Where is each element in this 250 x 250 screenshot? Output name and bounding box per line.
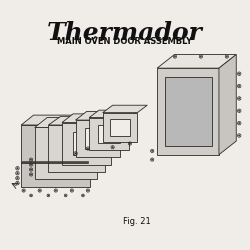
Circle shape [23, 190, 24, 191]
Text: Thermador: Thermador [47, 21, 203, 45]
Polygon shape [103, 113, 137, 142]
Circle shape [238, 122, 240, 124]
Polygon shape [89, 118, 129, 150]
Circle shape [65, 195, 66, 196]
Circle shape [174, 56, 176, 57]
Circle shape [238, 135, 240, 136]
Circle shape [226, 56, 228, 57]
Polygon shape [21, 125, 90, 187]
Polygon shape [110, 119, 130, 136]
Circle shape [48, 195, 49, 196]
Polygon shape [76, 112, 131, 120]
Circle shape [39, 190, 40, 191]
Circle shape [238, 110, 240, 112]
Polygon shape [89, 110, 138, 118]
Polygon shape [98, 125, 120, 143]
Polygon shape [103, 105, 147, 113]
Circle shape [17, 178, 18, 179]
Circle shape [75, 153, 76, 154]
Circle shape [87, 190, 88, 191]
Polygon shape [35, 118, 109, 128]
Polygon shape [62, 114, 122, 122]
Circle shape [30, 169, 32, 170]
Circle shape [17, 168, 18, 169]
Circle shape [238, 98, 240, 99]
Polygon shape [85, 128, 110, 149]
Circle shape [152, 159, 153, 160]
Polygon shape [157, 68, 219, 155]
Polygon shape [219, 54, 236, 155]
Circle shape [30, 174, 32, 175]
Circle shape [112, 146, 113, 148]
Polygon shape [35, 128, 96, 180]
Polygon shape [164, 77, 212, 146]
Polygon shape [157, 54, 236, 68]
Text: MAIN OVEN DOOR ASSEMBLY: MAIN OVEN DOOR ASSEMBLY [58, 37, 192, 46]
Polygon shape [76, 120, 120, 157]
Circle shape [129, 143, 130, 144]
Polygon shape [48, 125, 105, 172]
Text: Fig. 21: Fig. 21 [124, 217, 151, 226]
Circle shape [17, 182, 18, 184]
Polygon shape [21, 115, 103, 125]
Circle shape [30, 164, 32, 165]
Circle shape [71, 190, 72, 191]
Circle shape [152, 150, 153, 152]
Circle shape [238, 73, 240, 74]
Circle shape [87, 148, 88, 149]
Polygon shape [73, 132, 101, 155]
Circle shape [30, 195, 32, 196]
Circle shape [17, 172, 18, 174]
Polygon shape [48, 116, 117, 125]
Circle shape [238, 85, 240, 87]
Polygon shape [62, 122, 112, 164]
Circle shape [55, 190, 56, 191]
Circle shape [82, 195, 84, 196]
Circle shape [30, 159, 32, 160]
Circle shape [200, 56, 202, 57]
